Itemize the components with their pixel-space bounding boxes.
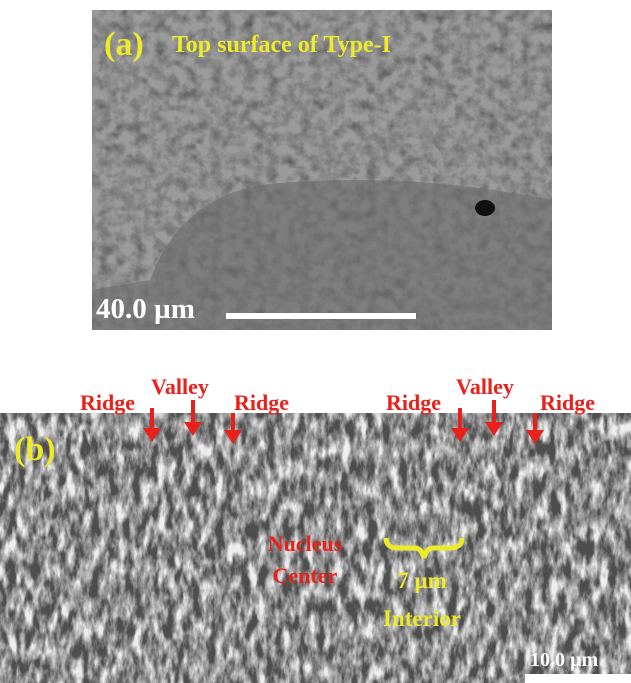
valley-label: Valley — [151, 374, 209, 399]
width-label: 7 µm — [397, 568, 447, 593]
figure: (a) Top surface of Type-I 40.0 µm (b) Ri… — [0, 0, 631, 683]
region-label: Interior — [383, 606, 461, 631]
pore — [475, 200, 495, 216]
ridge-label: Ridge — [540, 390, 595, 415]
scale-bar-label: 40.0 µm — [96, 293, 195, 325]
panel-a: (a) Top surface of Type-I 40.0 µm — [92, 10, 552, 330]
ridge-label: Ridge — [234, 390, 289, 415]
panel-label: (a) — [104, 26, 144, 63]
nucleus-label: Center — [273, 563, 338, 588]
panel-label: (b) — [14, 431, 56, 468]
panel-title: Top surface of Type-I — [172, 32, 391, 58]
scale-bar — [525, 674, 631, 683]
ridge-label: Ridge — [80, 390, 135, 415]
nucleus-label: Nucleus — [268, 531, 343, 556]
scale-bar-label: 10.0 µm — [530, 649, 599, 671]
panel-b: (b) Ridge Valley Ridge Ridge Valley Ridg… — [0, 374, 631, 683]
scale-bar — [226, 313, 416, 319]
valley-label: Valley — [456, 374, 514, 399]
ridge-label: Ridge — [386, 390, 441, 415]
